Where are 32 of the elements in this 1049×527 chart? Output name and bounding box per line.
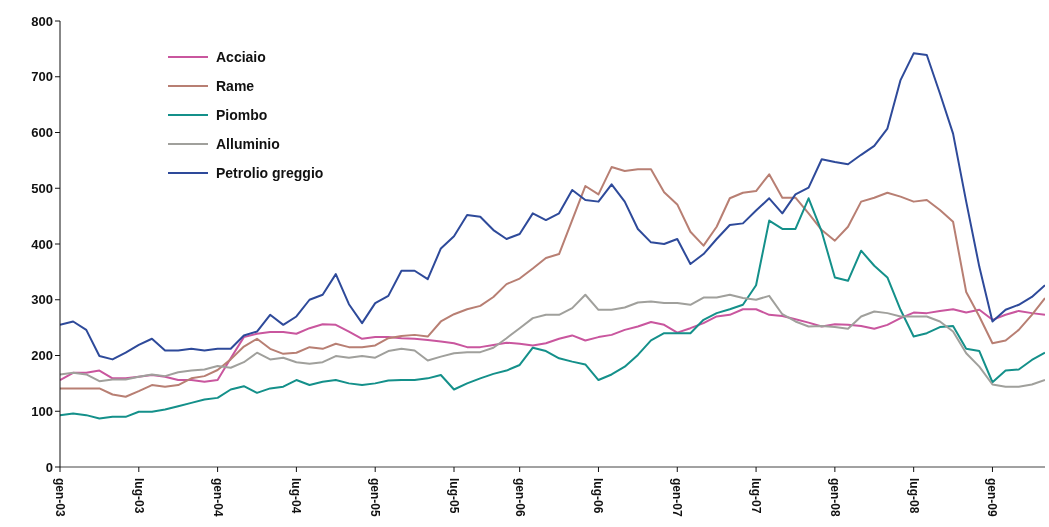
y-tick-label: 500 xyxy=(31,180,53,196)
y-tick-label: 700 xyxy=(31,69,53,85)
legend-label: Rame xyxy=(216,77,255,94)
line-series xyxy=(60,308,1045,383)
y-tick-label: 800 xyxy=(31,13,53,29)
x-tick-label: lug-03 xyxy=(131,478,146,514)
legend-label: Piombo xyxy=(216,106,268,123)
x-tick-label: gen-08 xyxy=(827,478,842,517)
y-tick-label: 400 xyxy=(31,236,53,252)
x-tick-label: gen-09 xyxy=(985,478,1000,517)
x-tick-label: lug-08 xyxy=(906,478,921,514)
legend-label: Alluminio xyxy=(216,135,280,152)
y-tick-label: 300 xyxy=(31,292,53,308)
y-tick-label: 600 xyxy=(31,125,53,141)
x-tick-label: gen-05 xyxy=(368,478,383,517)
y-tick-label: 200 xyxy=(31,348,53,364)
line-series xyxy=(60,52,1045,361)
x-tick-label: gen-07 xyxy=(670,478,685,517)
line-series xyxy=(60,293,1045,388)
x-tick-label: lug-05 xyxy=(447,478,461,514)
legend-label: Petrolio greggio xyxy=(216,164,324,181)
x-tick-label: gen-06 xyxy=(512,478,527,517)
legend-label: Acciaio xyxy=(216,48,266,65)
y-tick-label: 100 xyxy=(31,403,53,419)
x-tick-label: lug-07 xyxy=(749,478,764,514)
y-tick-label: 0 xyxy=(45,459,53,475)
line-series xyxy=(60,166,1045,398)
line-series xyxy=(60,197,1045,420)
x-tick-label: gen-04 xyxy=(210,478,225,517)
x-tick-label: gen-03 xyxy=(53,478,67,517)
x-tick-label: lug-06 xyxy=(591,478,606,514)
x-tick-label: lug-04 xyxy=(289,478,304,514)
